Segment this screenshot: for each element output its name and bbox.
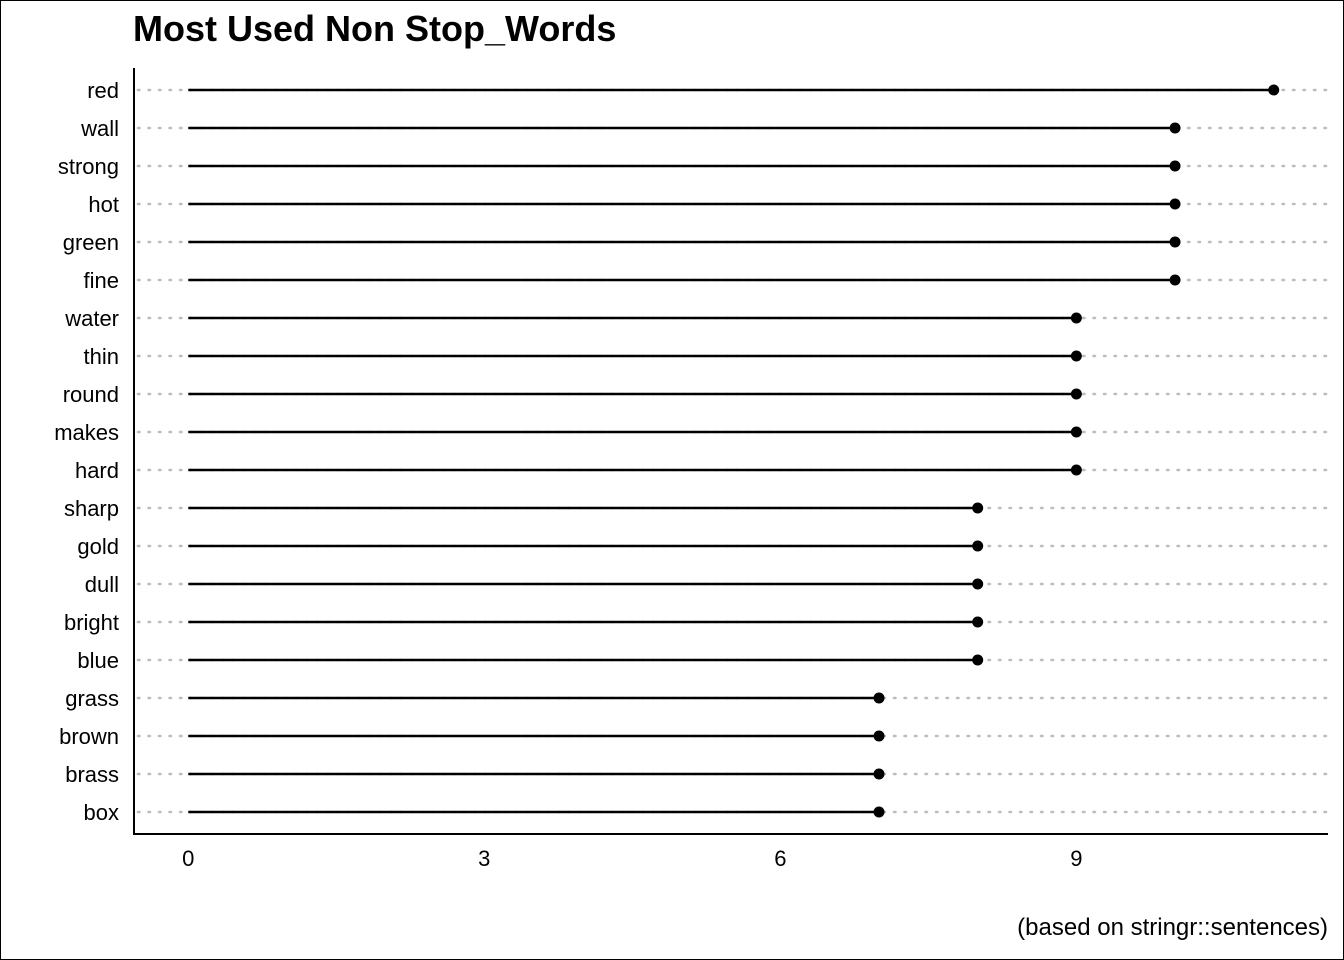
x-tick-label-9: 9 (1070, 846, 1082, 871)
point-dull (972, 578, 984, 590)
category-label-makes: makes (54, 420, 119, 445)
x-tick-label-6: 6 (774, 846, 786, 871)
category-label-brass: brass (65, 762, 119, 787)
category-label-red: red (87, 78, 119, 103)
category-label-thin: thin (84, 344, 119, 369)
point-fine (1169, 274, 1181, 286)
x-ticks: 0 3 6 9 (182, 846, 1082, 871)
point-grass (873, 692, 885, 704)
category-label-gold: gold (77, 534, 119, 559)
point-thin (1070, 350, 1082, 362)
category-label-grass: grass (65, 686, 119, 711)
point-green (1169, 236, 1181, 248)
point-box (873, 806, 885, 818)
category-label-hot: hot (88, 192, 119, 217)
guide-lines (136, 88, 1330, 814)
stems (188, 88, 1274, 814)
category-labels: red wall strong hot green fine water thin round m… (54, 78, 119, 825)
point-hot (1169, 198, 1181, 210)
point-bright (972, 616, 984, 628)
x-tick-label-0: 0 (182, 846, 194, 871)
category-label-box: box (84, 800, 119, 825)
point-hard (1070, 464, 1082, 476)
category-label-dull: dull (85, 572, 119, 597)
category-label-strong: strong (58, 154, 119, 179)
category-label-round: round (63, 382, 119, 407)
chart-caption: (based on stringr::sentences) (1017, 914, 1328, 941)
category-label-brown: brown (59, 724, 119, 749)
category-label-sharp: sharp (64, 496, 119, 521)
category-label-green: green (63, 230, 119, 255)
category-label-bright: bright (64, 610, 119, 635)
x-tick-label-3: 3 (478, 846, 490, 871)
category-label-water: water (64, 306, 119, 331)
point-strong (1169, 160, 1181, 172)
point-wall (1169, 122, 1181, 134)
point-round (1070, 388, 1082, 400)
category-label-wall: wall (80, 116, 119, 141)
point-brown (873, 730, 885, 742)
point-sharp (972, 502, 984, 514)
category-label-hard: hard (75, 458, 119, 483)
point-gold (972, 540, 984, 552)
points (873, 84, 1280, 818)
point-water (1070, 312, 1082, 324)
point-red (1268, 84, 1280, 96)
category-label-fine: fine (84, 268, 119, 293)
chart-title: Most Used Non Stop_Words (133, 8, 617, 49)
point-brass (873, 768, 885, 780)
point-blue (972, 654, 984, 666)
category-label-blue: blue (77, 648, 119, 673)
point-makes (1070, 426, 1082, 438)
